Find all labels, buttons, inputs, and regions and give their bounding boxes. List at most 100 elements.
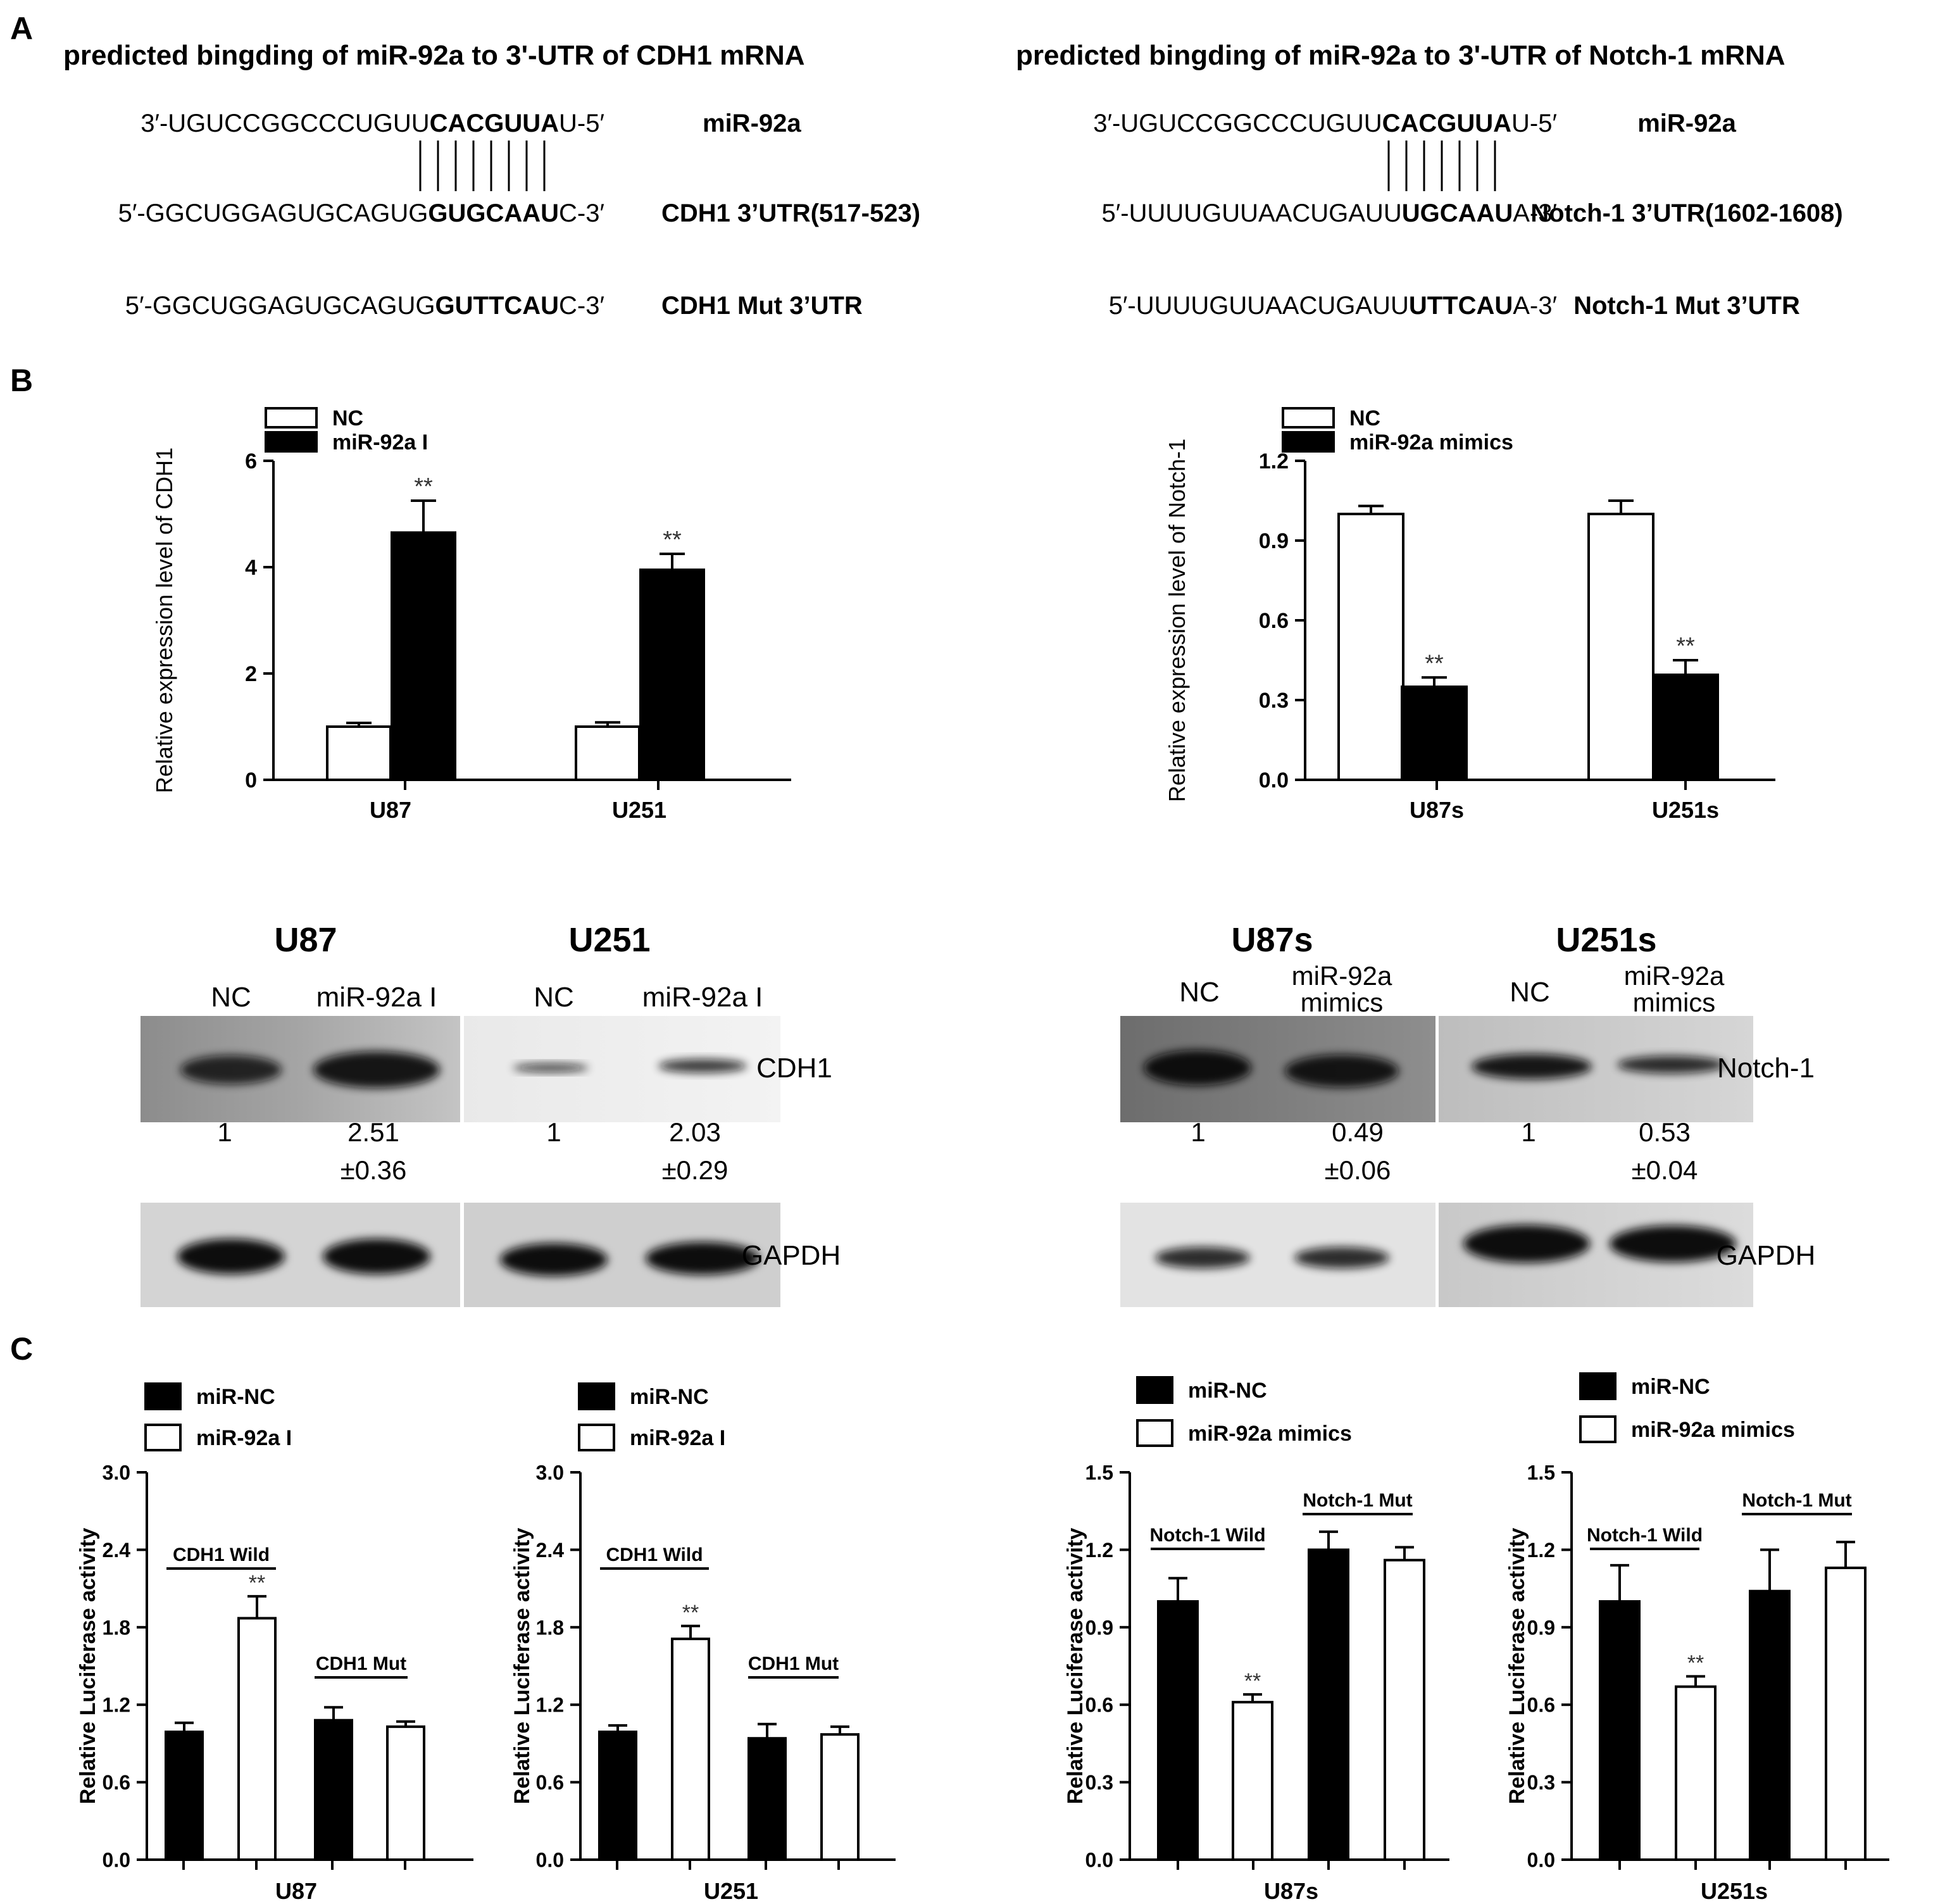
quant-value-nc: 1 — [1191, 1117, 1205, 1147]
protein-band — [658, 1059, 747, 1073]
legend-swatch — [144, 1382, 182, 1410]
bar-nc-2 — [575, 725, 641, 781]
legend-swatch — [1136, 1419, 1173, 1447]
legend-label: miR-NC — [630, 1385, 709, 1409]
bar-mir-92a-i-2 — [639, 568, 705, 781]
bar-mir-92a-mimics-1 — [1675, 1685, 1717, 1861]
bar-mir-nc-2 — [1749, 1589, 1791, 1861]
sequence-seed: GUGCAAU — [428, 199, 559, 227]
significance-label: ** — [1687, 1651, 1704, 1675]
lane-label: NC — [1510, 977, 1550, 1008]
bar-mir-92a-mimics-1 — [1232, 1701, 1273, 1862]
sequence-3: 5′-GGCUGGAGUGCAGUGGUTTCAUC-3′ — [125, 292, 604, 320]
sequence-label: CDH1 3’UTR(517-523) — [661, 199, 920, 227]
y-tick-label: 0.0 — [1085, 1849, 1113, 1872]
protein-band — [177, 1239, 285, 1274]
alignment-block-2: predicted bingding of miR-92a to 3'-UTR … — [1016, 40, 1843, 320]
y-tick-label: 0.3 — [1085, 1771, 1113, 1794]
legend-label: miR-92a I — [332, 430, 428, 454]
y-tick-label: 0.6 — [536, 1771, 564, 1794]
y-tick-label: 1.2 — [1527, 1539, 1555, 1562]
y-tick-label: 3.0 — [103, 1462, 130, 1484]
legend-label: miR-92a mimics — [1631, 1418, 1795, 1442]
lane-label-line-2: mimics — [1633, 987, 1716, 1017]
group-label: CDH1 Mut — [316, 1653, 406, 1674]
y-tick-label: 0.0 — [1259, 768, 1289, 792]
legend-label: miR-NC — [1188, 1379, 1267, 1403]
cell-line-name: U87 — [274, 921, 337, 959]
lane-label-line-2: mimics — [1301, 987, 1384, 1017]
lane-label-line-1: miR-92a — [1624, 961, 1725, 991]
y-tick-label: 1.5 — [1085, 1462, 1113, 1484]
protein-band — [1294, 1247, 1389, 1268]
protein-band — [1472, 1054, 1592, 1079]
group-label: Notch-1 Wild — [1149, 1525, 1265, 1546]
control-protein-label: GAPDH — [1717, 1240, 1815, 1271]
sequence-label: miR-92a — [703, 110, 801, 137]
sequence-prefix: 5′-GGCUGGAGUGCAGUG — [125, 292, 435, 320]
group-label: Notch-1 Mut — [1742, 1490, 1851, 1511]
bar-mir-nc-2 — [1308, 1548, 1349, 1861]
legend-swatch — [578, 1424, 615, 1451]
y-tick-label: 0 — [245, 768, 257, 792]
bar-nc-1 — [1337, 513, 1404, 781]
significance-label: ** — [414, 473, 433, 500]
sequence-1: 3′-UGUCCGGCCCUGUUCACGUUAU-5′ — [141, 110, 604, 137]
y-tick-label: 0.3 — [1259, 689, 1289, 713]
bar-chart-B2: 0.0 0.3 0.6 0.9 1.2 Relative expression level… — [1164, 406, 1775, 823]
panel-b: 0 2 4 6 Relative expression level of CDH1 ** *… — [151, 406, 1775, 823]
sequence-seed: UTTCAU — [1409, 292, 1513, 320]
legend-swatch — [144, 1424, 182, 1451]
legend-swatch — [265, 407, 318, 429]
y-tick-label: 0.6 — [1527, 1694, 1555, 1717]
y-tick-label: 0.0 — [536, 1849, 564, 1872]
x-category-label: U87 — [370, 797, 411, 823]
lane-label: NC — [211, 982, 251, 1013]
bar-nc-1 — [326, 725, 392, 781]
bar-mir-92a-i-1 — [671, 1638, 710, 1861]
x-category-label: U87s — [1410, 797, 1464, 823]
sequence-label: miR-92a — [1637, 110, 1736, 137]
y-tick-label: 6 — [245, 449, 257, 473]
sequence-2: 5′-UUUUGUUAACUGAUUUGCAAUA-3′ — [1102, 199, 1558, 227]
legend-swatch — [265, 431, 318, 453]
bar-nc-2 — [1587, 513, 1654, 781]
protein-band — [1144, 1050, 1251, 1086]
cell-line-name: U251 — [568, 921, 650, 959]
significance-label: ** — [1425, 650, 1444, 677]
y-tick-label: 1.8 — [103, 1616, 130, 1639]
legend-swatch — [1579, 1415, 1617, 1443]
cell-line-name: U87s — [1231, 921, 1313, 959]
y-axis-label: Relative Luciferase activity — [76, 1528, 100, 1805]
panel-label-c: C — [10, 1331, 33, 1367]
target-protein-label: Notch-1 — [1717, 1053, 1815, 1084]
bar-mir-92a-i-1 — [391, 531, 456, 782]
sequence-prefix: 5′-GGCUGGAGUGCAGUG — [118, 199, 428, 227]
protein-band — [513, 1063, 589, 1072]
y-tick-label: 2.4 — [536, 1539, 565, 1562]
protein-band — [646, 1242, 760, 1275]
legend-label: NC — [1349, 406, 1380, 430]
panel-label-b: B — [10, 363, 33, 398]
legend-label: miR-92a mimics — [1349, 430, 1513, 454]
y-tick-label: 0.6 — [103, 1771, 130, 1794]
x-axis-label: U251 — [704, 1878, 758, 1904]
lane-label-line-1: miR-92a — [1292, 961, 1392, 991]
bar-mir-92a-i-2 — [820, 1733, 860, 1862]
legend-label: miR-92a I — [630, 1426, 725, 1450]
y-tick-label: 1.2 — [1085, 1539, 1113, 1562]
significance-label: ** — [249, 1571, 265, 1595]
bar-mir-92a-i-2 — [386, 1725, 425, 1861]
sequence-seed: GUTTCAU — [435, 292, 560, 320]
y-tick-label: 1.2 — [103, 1694, 130, 1717]
lane-label: miR-92a I — [316, 982, 437, 1013]
y-tick-label: 0.0 — [103, 1849, 130, 1872]
y-tick-label: 0.9 — [1527, 1616, 1555, 1639]
significance-label: ** — [663, 527, 682, 553]
bar-mir-nc-1 — [1157, 1600, 1199, 1861]
bar-mir-92a-mimics-2 — [1384, 1558, 1425, 1861]
legend-swatch — [1282, 431, 1335, 453]
